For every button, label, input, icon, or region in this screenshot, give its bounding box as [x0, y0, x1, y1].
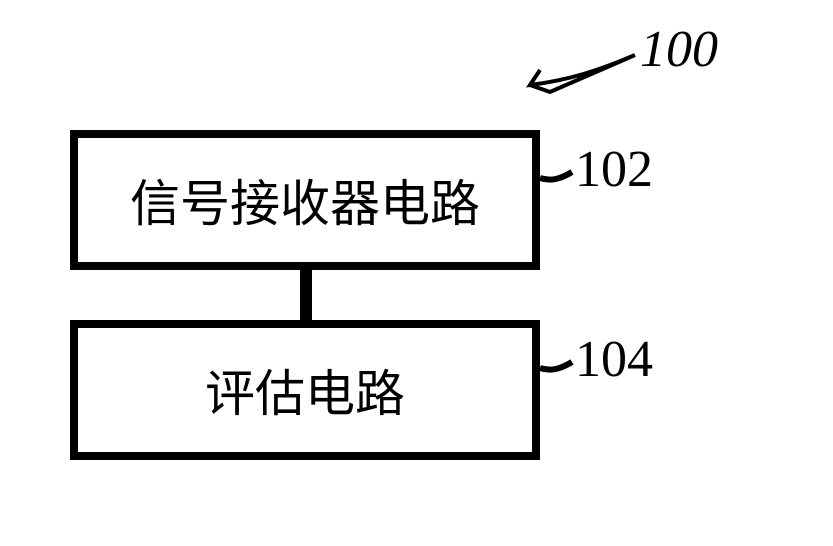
diagram-canvas: 信号接收器电路 评估电路 100 102 104 [0, 0, 833, 546]
pointer-layer [0, 0, 833, 546]
pointer-102 [540, 172, 572, 180]
pointer-104 [540, 362, 572, 370]
pointer-100 [530, 55, 635, 92]
